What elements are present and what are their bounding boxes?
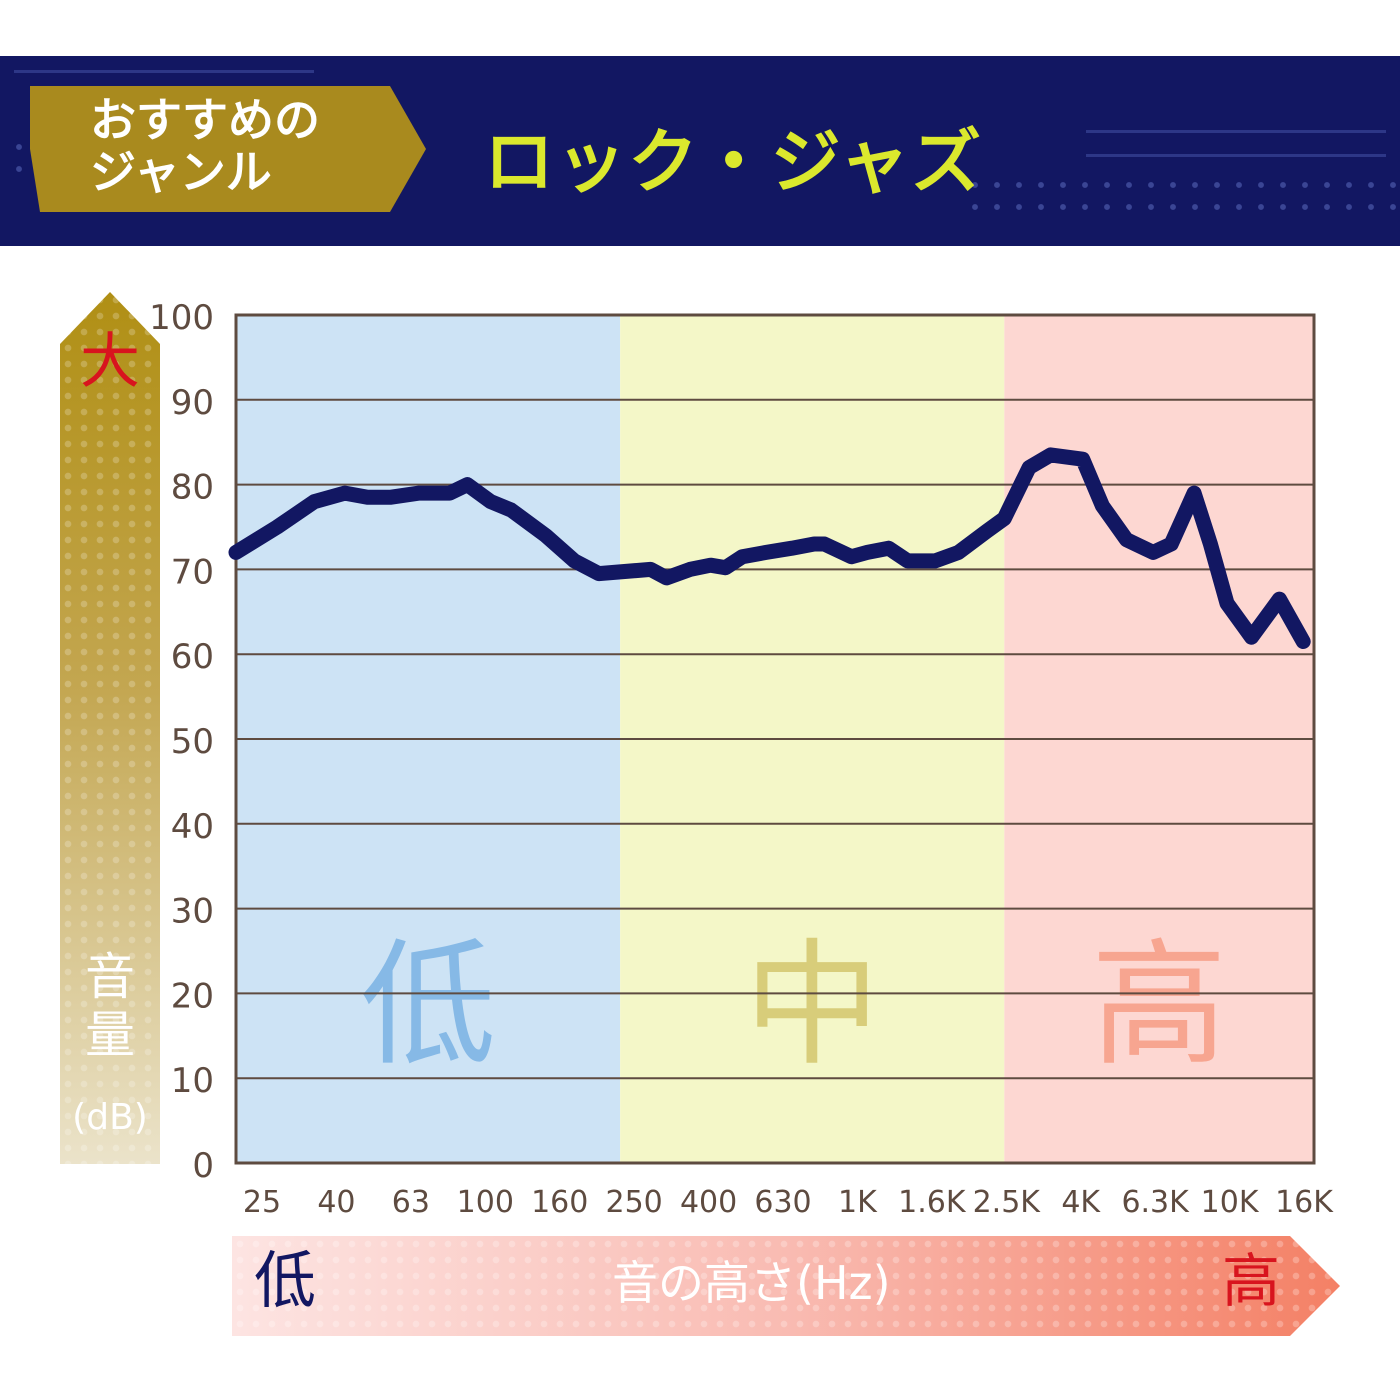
x-tick-label: 100 [457,1185,514,1220]
pitch-axis-title: 音の高さ(Hz) [612,1256,891,1310]
genre-banner: おすすめの ジャンル ロック・ジャズ [0,56,1400,246]
series-line [228,447,1311,649]
pitch-high-label: 高 [1222,1247,1281,1315]
band-label: 中 [744,927,880,1085]
y-tick-label: 30 [171,892,214,932]
y-tick-label: 70 [171,552,214,592]
pitch-axis-arrow: 低 音の高さ(Hz) 高 [232,1236,1340,1336]
x-tick-label: 160 [531,1185,588,1220]
x-tick-label: 1K [838,1185,878,1220]
genre-title: ロック・ジャズ [484,121,984,203]
y-tick-label: 80 [171,468,214,508]
volume-axis-title-char-2: 量 [85,1006,135,1064]
x-tick-label: 6.3K [1121,1185,1190,1220]
x-tick-label: 40 [317,1185,355,1220]
x-tick-label: 1.6K [898,1185,967,1220]
y-tick-label: 40 [171,807,214,847]
tag-line-2: ジャンル [90,145,272,199]
volume-axis-arrow: 大 音 量 (dB) 小 [60,292,160,1164]
volume-axis-unit: (dB) [72,1097,148,1138]
x-tick-label: 63 [392,1185,430,1220]
x-tick-label: 630 [754,1185,811,1220]
y-tick-label: 0 [192,1146,214,1186]
band-label: 高 [1091,927,1227,1085]
y-tick-label: 50 [171,722,214,762]
x-tick-label: 4K [1061,1185,1101,1220]
band-label: 低 [360,927,496,1085]
x-tick-label: 25 [243,1185,281,1220]
y-tick-label: 90 [171,383,214,423]
x-tick-label: 250 [606,1185,663,1220]
x-tick-label: 10K [1201,1185,1260,1220]
volume-axis-title-char-1: 音 [85,948,135,1006]
tag-line-1: おすすめの [90,93,320,147]
y-tick-label: 100 [149,298,214,338]
volume-high-label: 大 [80,327,140,397]
x-tick-label: 16K [1275,1185,1334,1220]
pitch-low-label: 低 [254,1244,317,1317]
y-tick-label: 10 [171,1061,214,1101]
x-tick-label: 400 [680,1185,737,1220]
plot-frame [234,313,1316,1165]
decorative-dots [964,174,1400,218]
y-tick-label: 60 [171,637,214,677]
y-tick-label: 20 [171,976,214,1016]
volume-axis-title: 音 量 [60,952,160,1068]
recommended-genre-tag [30,86,426,212]
x-tick-label: 2.5K [973,1185,1042,1220]
recommended-genre-label: おすすめの ジャンル [90,94,390,198]
